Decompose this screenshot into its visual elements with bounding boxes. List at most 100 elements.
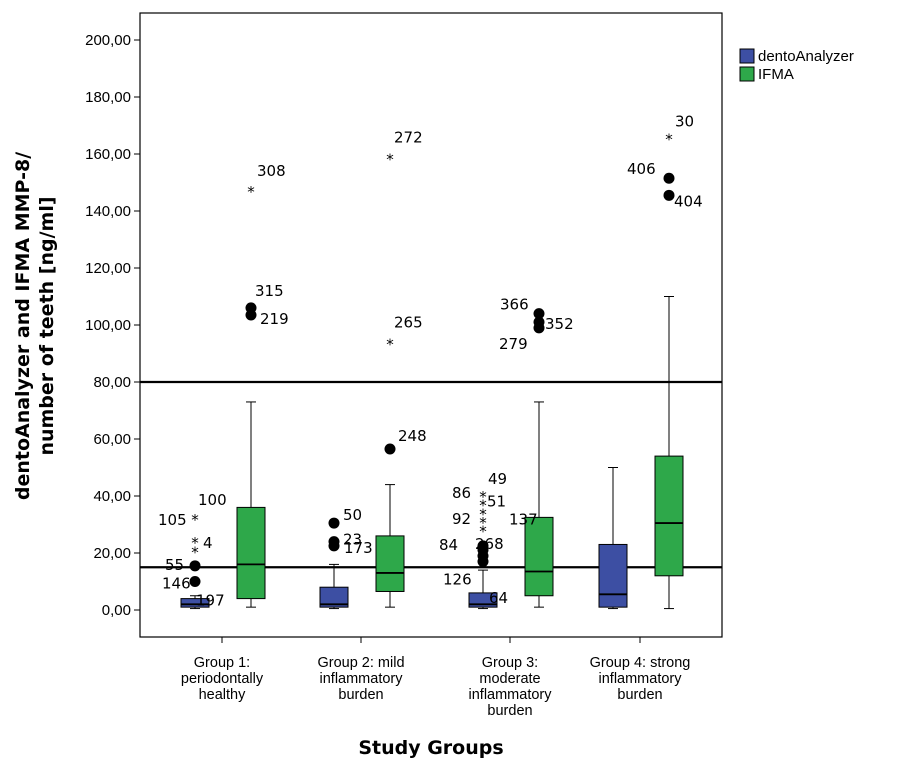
y-axis-title-line-2: number of teeth [ng/ml]: [36, 196, 58, 455]
legend-swatch: [739, 66, 755, 82]
box-body: [319, 586, 349, 608]
outlier-label: 308: [257, 162, 286, 180]
outlier-label: 352: [545, 315, 574, 333]
outlier-label: 100: [198, 491, 227, 509]
legend-label: IFMA: [758, 66, 794, 83]
x-category-label: moderate: [479, 671, 540, 687]
outlier-circle: [328, 536, 340, 548]
y-tick-label: 40,00: [93, 488, 131, 505]
box-dentoAnalyzer-group-3: [468, 569, 498, 610]
x-category-label: periodontally: [181, 671, 264, 687]
outlier-label: 49: [488, 470, 507, 488]
x-category-label: burden: [338, 687, 383, 703]
reference-lines: [140, 380, 722, 569]
outlier-star: *: [479, 505, 487, 523]
outlier-label: 404: [674, 192, 703, 210]
outlier-label: 126: [443, 571, 472, 589]
y-tick-label: 120,00: [85, 260, 131, 277]
plot-frame: [139, 12, 723, 638]
outlier-label: 315: [255, 282, 284, 300]
outlier-label: 366: [500, 296, 529, 314]
outlier-label: 279: [499, 335, 528, 353]
outlier-label: 4: [203, 534, 213, 552]
outlier-label: 173: [344, 539, 373, 557]
outlier-circle: [189, 560, 201, 572]
outlier-star: *: [247, 183, 255, 201]
outlier-circle: [245, 302, 257, 314]
x-category-label: healthy: [199, 687, 247, 703]
outlier-star: *: [479, 514, 487, 532]
outlier-star: *: [386, 336, 394, 354]
outlier-label: 137: [509, 510, 538, 528]
box-dentoAnalyzer-group-4: [598, 467, 628, 610]
outlier-star: *: [191, 544, 199, 562]
outlier-label: 197: [196, 592, 225, 610]
box-body: [236, 506, 266, 600]
outlier-label: 248: [398, 427, 427, 445]
outlier-star: *: [479, 497, 487, 515]
box-body: [598, 543, 628, 608]
outlier-circle: [189, 576, 201, 587]
x-category-label: Group 3:: [482, 655, 538, 671]
x-category-label: inflammatory: [469, 687, 553, 703]
outlier-label: 272: [394, 128, 423, 146]
outlier-label: 219: [260, 310, 289, 328]
outlier-label: 23: [343, 531, 362, 549]
outlier-label: 105: [158, 511, 187, 529]
box-dentoAnalyzer-group-2: [319, 563, 349, 610]
outlier-circle: [477, 540, 489, 552]
y-tick-label: 100,00: [85, 317, 131, 334]
box-IFMA-group-1: [236, 401, 266, 608]
outlier-label: 55: [165, 556, 184, 574]
box-IFMA-group-2: [375, 484, 405, 608]
outlier-label: 50: [343, 506, 362, 524]
outlier-circle: [533, 316, 545, 328]
outlier-label: 92: [452, 510, 471, 528]
outlier-label: 265: [394, 314, 423, 332]
y-axis-title: dentoAnalyzer and IFMA MMP-8/: [12, 152, 34, 500]
legend-label: dentoAnalyzer: [758, 48, 854, 65]
x-axis-title: Study Groups: [358, 737, 503, 759]
box-body: [654, 455, 684, 577]
outlier-star: *: [191, 511, 199, 529]
outlier-label: 84: [439, 536, 458, 554]
x-category-label: inflammatory: [599, 671, 683, 687]
legend-swatch: [739, 48, 755, 64]
box-body: [180, 598, 210, 608]
outlier-star: *: [191, 534, 199, 552]
outlier-circle: [328, 517, 340, 529]
y-tick-label: 60,00: [93, 431, 131, 448]
outlier-label: 86: [452, 484, 471, 502]
outlier-label: 406: [627, 160, 656, 178]
x-category-label: Group 2: mild: [317, 655, 404, 671]
outlier-label: 146: [162, 575, 191, 593]
outlier-label: 30: [675, 112, 694, 130]
x-category-label: burden: [487, 703, 532, 719]
outlier-label: 64: [489, 589, 508, 607]
y-tick-label: 20,00: [93, 545, 131, 562]
box-body: [375, 535, 405, 592]
y-tick-label: 140,00: [85, 203, 131, 220]
outlier-star: *: [665, 130, 673, 148]
box-body: [524, 516, 554, 597]
outlier-star: *: [386, 150, 394, 168]
x-category-label: inflammatory: [320, 671, 404, 687]
y-tick-label: 200,00: [85, 32, 131, 49]
x-category-label: Group 4: strong: [590, 655, 691, 671]
outlier-circle: [663, 189, 675, 201]
y-tick-label: 80,00: [93, 374, 131, 391]
box-dentoAnalyzer-group-1: [180, 595, 210, 610]
boxes: [180, 296, 684, 610]
box-IFMA-group-4: [654, 296, 684, 610]
outlier-star: *: [479, 488, 487, 506]
y-tick-label: 160,00: [85, 146, 131, 163]
x-category-label: burden: [617, 687, 662, 703]
outlier-label: 268: [475, 535, 504, 553]
y-axis: 0,00 20,00 40,00 60,00 80,00 100,00 120,00 140,…: [85, 32, 140, 619]
outlier-label: 51: [487, 493, 506, 511]
outlier-circle: [663, 172, 675, 184]
